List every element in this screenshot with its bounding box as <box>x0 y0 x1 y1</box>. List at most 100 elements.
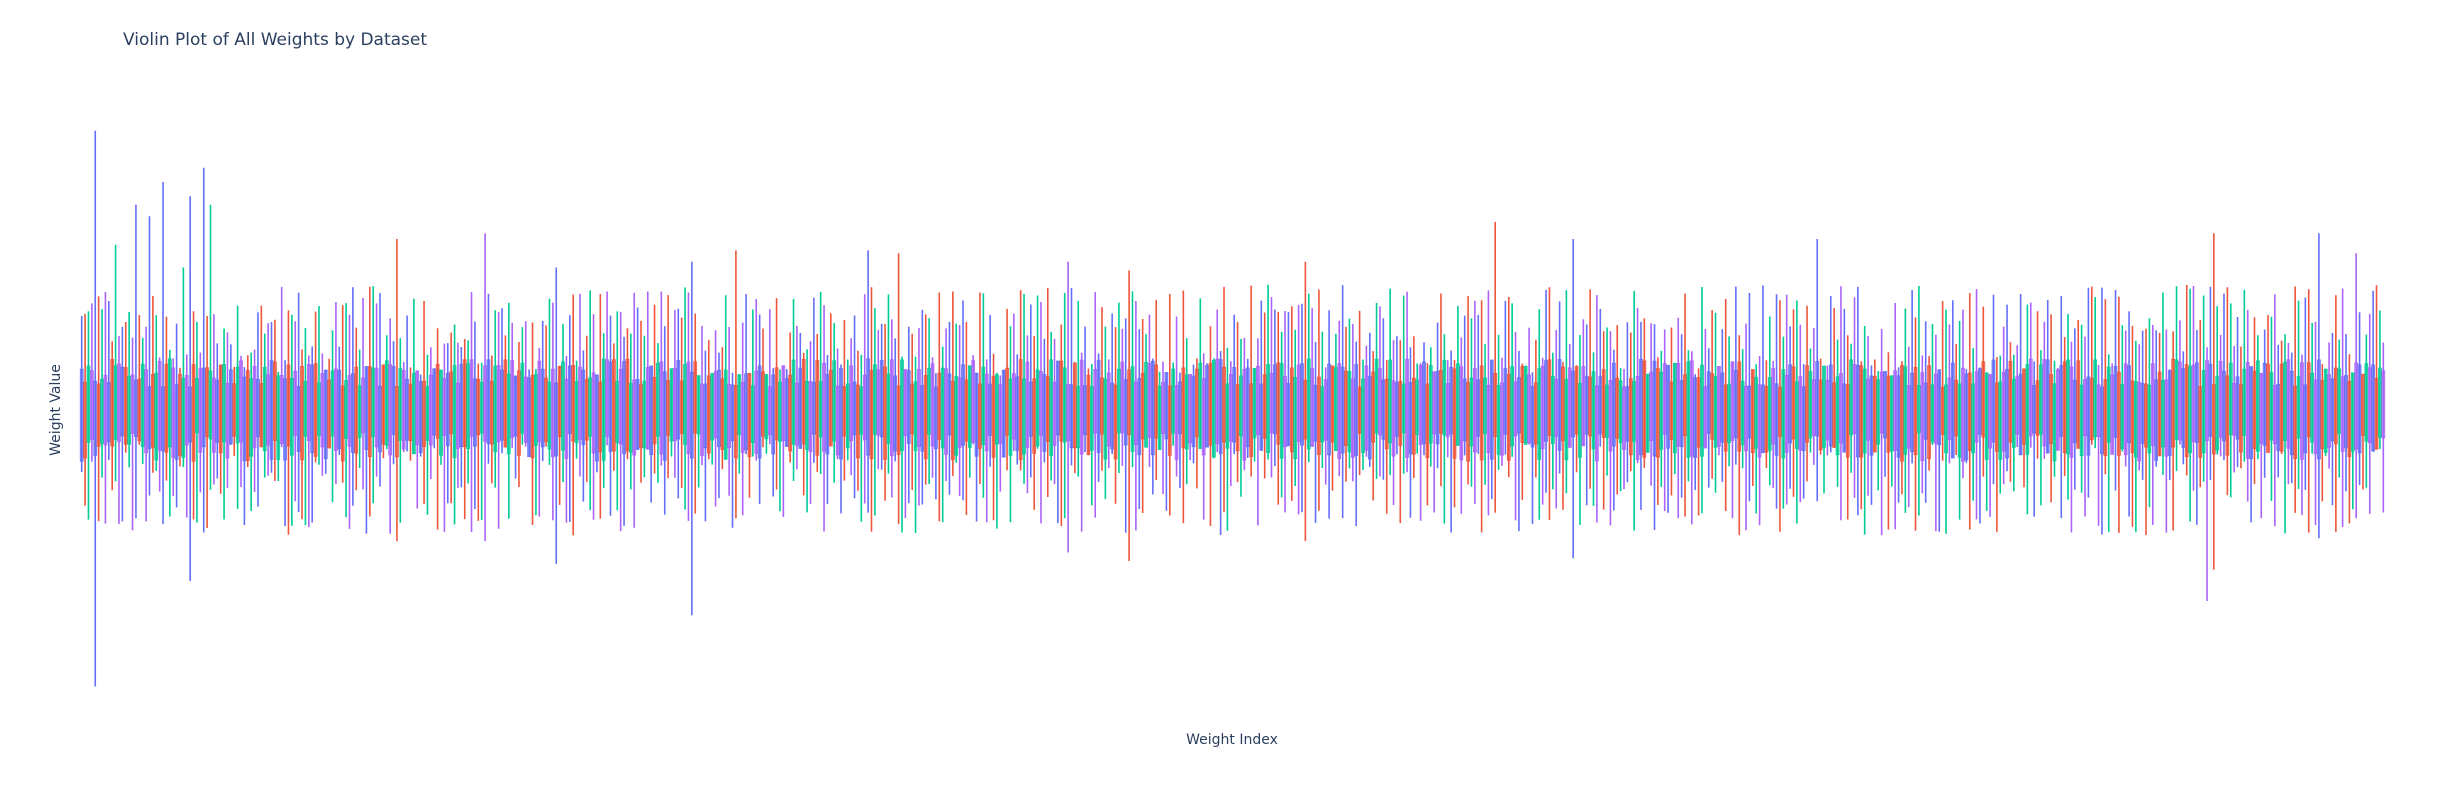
violin-body-g146-s1 <box>2062 361 2067 453</box>
violin-body-g39-s0 <box>608 361 613 452</box>
violin-body-g166-s0 <box>2330 378 2335 442</box>
violin-body-g89-s3 <box>1296 364 1301 442</box>
violin-body-g164-s0 <box>2303 384 2308 454</box>
violin-body-g38-s3 <box>605 359 609 437</box>
violin-body-g124-s2 <box>1767 377 1772 451</box>
violin-body-g98-s2 <box>1415 379 1420 435</box>
violin-body-g44-s3 <box>686 361 691 454</box>
violin-body-g24-s1 <box>408 383 413 442</box>
violin-body-g113-s3 <box>1622 386 1626 450</box>
violin-body-g155-s1 <box>2184 364 2189 457</box>
violin-body-g30-s0 <box>486 359 491 444</box>
violin-body-g17-s3 <box>320 373 325 448</box>
violin-body-g162-s0 <box>2276 383 2281 451</box>
violin-body-g55-s3 <box>835 385 840 456</box>
violin-body-g107-s2 <box>1537 368 1542 460</box>
violin-body-g24-s2 <box>412 373 416 455</box>
violin-body-g161-s0 <box>2262 362 2267 446</box>
violin-body-g113-s1 <box>1615 377 1620 439</box>
violin-body-g98-s1 <box>1412 377 1416 455</box>
violin-body-g106-s3 <box>1527 374 1531 444</box>
violin-body-g69-s2 <box>1022 378 1026 455</box>
violin-body-g104-s2 <box>1496 385 1501 455</box>
violin-body-g13-s0 <box>256 379 260 438</box>
violin-body-g130-s2 <box>1849 359 1853 436</box>
violin-body-g49-s0 <box>744 373 748 451</box>
violin-body-g35-s3 <box>564 378 569 459</box>
violin-body-g122-s1 <box>1737 361 1742 452</box>
violin-body-g18-s2 <box>330 370 335 437</box>
violin-body-g163-s0 <box>2289 370 2294 456</box>
violin-body-g154-s1 <box>2171 358 2175 448</box>
violin-body-g37-s0 <box>581 369 586 446</box>
violin-body-g143-s1 <box>2022 368 2026 445</box>
violin-body-g132-s3 <box>1879 371 1884 434</box>
violin-body-g51-s3 <box>781 365 786 441</box>
violin-body-g92-s0 <box>1327 363 1331 456</box>
violin-body-g49-s1 <box>747 373 752 458</box>
violin-body-g113-s2 <box>1618 380 1623 444</box>
violin-body-g164-s3 <box>2313 379 2318 455</box>
violin-body-g119-s2 <box>1700 364 1704 457</box>
violin-body-g40-s1 <box>625 358 630 452</box>
violin-body-g10-s2 <box>222 363 226 443</box>
violin-body-g108-s3 <box>1554 378 1559 437</box>
violin-body-g53-s1 <box>801 358 806 445</box>
violin-body-g85-s0 <box>1232 367 1237 443</box>
violin-body-g88-s1 <box>1276 362 1281 445</box>
violin-body-g103-s1 <box>1479 365 1484 461</box>
violin-body-g150-s3 <box>2123 363 2128 456</box>
violin-body-g121-s0 <box>1720 372 1725 443</box>
violin-body-g48-s1 <box>734 385 738 459</box>
violin-body-g25-s2 <box>425 386 430 441</box>
violin-body-g37-s3 <box>591 372 596 454</box>
violin-body-g127-s1 <box>1805 365 1809 443</box>
violin-body-g129-s1 <box>1832 382 1837 448</box>
violin-body-g0-s2 <box>86 365 91 443</box>
violin-body-g45-s3 <box>700 383 704 456</box>
violin-body-g154-s3 <box>2178 361 2182 441</box>
violin-body-g104-s1 <box>1493 372 1498 437</box>
violin-body-g138-s2 <box>1957 383 1962 458</box>
violin-body-g115-s3 <box>1649 371 1653 442</box>
violin-body-g76-s2 <box>1117 368 1121 434</box>
violin-body-g74-s2 <box>1089 386 1094 451</box>
violin-body-g43-s1 <box>666 379 670 436</box>
violin-body-g137-s0 <box>1937 369 1942 446</box>
violin-body-g84-s2 <box>1225 383 1230 449</box>
violin-body-g168-s2 <box>2364 363 2369 442</box>
violin-body-g167-s2 <box>2350 372 2355 452</box>
violin-body-g40-s0 <box>622 361 626 455</box>
violin-body-g92-s1 <box>1330 365 1335 443</box>
violin-body-g54-s3 <box>822 362 826 452</box>
violin-body-g156-s3 <box>2205 360 2209 441</box>
violin-body-g76-s0 <box>1110 382 1115 450</box>
violin-body-g149-s1 <box>2103 379 2108 457</box>
violin-body-g116-s0 <box>1652 360 1657 457</box>
violin-body-g60-s2 <box>900 359 904 452</box>
violin-body-g7-s1 <box>178 373 182 457</box>
violin-body-g14-s1 <box>273 361 277 441</box>
violin-body-g159-s0 <box>2235 376 2240 440</box>
violin-body-g69-s1 <box>1018 359 1023 461</box>
violin-body-g65-s2 <box>967 365 972 448</box>
violin-body-g15-s0 <box>283 378 287 461</box>
violin-body-g28-s1 <box>462 359 467 448</box>
violin-body-g23-s2 <box>398 368 403 441</box>
violin-body-g168-s0 <box>2357 364 2362 454</box>
violin-body-g158-s2 <box>2228 362 2233 435</box>
violin-body-g135-s0 <box>1910 372 1914 452</box>
violin-body-g58-s2 <box>873 364 877 435</box>
violin-body-g89-s1 <box>1289 367 1294 453</box>
violin-body-g128-s2 <box>1822 365 1826 448</box>
violin-body-g127-s2 <box>1808 371 1813 439</box>
violin-body-g145-s1 <box>2049 374 2053 445</box>
violin-body-g145-s2 <box>2052 383 2057 462</box>
violin-body-g23-s0 <box>391 366 396 435</box>
violin-body-g44-s0 <box>676 359 681 440</box>
violin-body-g109-s3 <box>1567 367 1572 448</box>
violin-body-g137-s3 <box>1947 377 1952 441</box>
violin-body-g140-s3 <box>1988 374 1992 449</box>
violin-body-g118-s2 <box>1686 361 1691 458</box>
violin-body-g27-s3 <box>456 382 460 449</box>
